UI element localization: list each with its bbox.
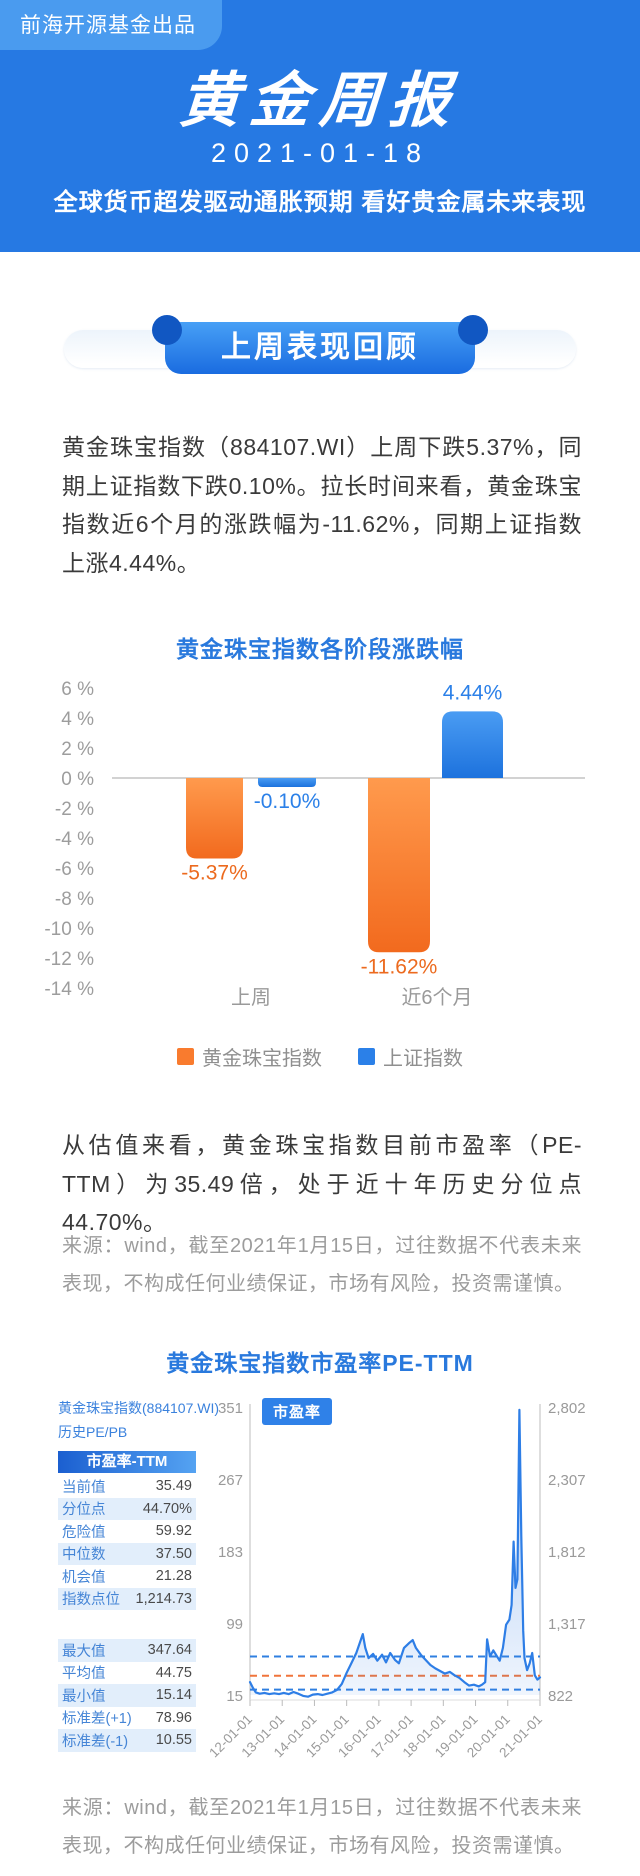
svg-text:-12 %: -12 % [44, 949, 94, 970]
pe-row-label: 分位点 [62, 1502, 106, 1519]
bar-chart-legend: 黄金珠宝指数 上证指数 [0, 1042, 640, 1071]
pe-row-value: 10.55 [155, 1732, 192, 1749]
pe-table-gap [58, 1610, 196, 1639]
bar-chart-svg: 6 % 4 % 2 % 0 % -2 % -4 % -6 % -8 % -10 % -12 % -1… [44, 679, 585, 1009]
pe-row-value: 78.96 [155, 1709, 192, 1726]
report-date: 2021-01-18 [210, 138, 430, 168]
pe-table-row: 指数点位 1,214.73 [58, 1587, 196, 1610]
legend-swatch-shanghai-index [358, 1048, 375, 1065]
svg-text:6 %: 6 % [61, 679, 94, 700]
report-title: 黄金周报 [177, 67, 462, 134]
source-note-pe: 来源：wind，截至2021年1月15日，过往数据不代表未来表现，不构成任何业绩… [62, 1797, 582, 1857]
pe-table-row: 当前值 35.49 [58, 1475, 196, 1498]
pe-table-row: 机会值 21.28 [58, 1565, 196, 1588]
pe-row-label: 标准差(+1) [62, 1711, 132, 1728]
pe-row-value: 347.64 [147, 1642, 192, 1659]
pe-row-value: 44.75 [155, 1664, 192, 1681]
pe-table-row: 中位数 37.50 [58, 1542, 196, 1565]
svg-text:99: 99 [226, 1616, 243, 1633]
publisher-badge: 前海开源基金出品 [0, 0, 222, 50]
svg-text:4 %: 4 % [61, 709, 94, 730]
svg-text:1,812: 1,812 [548, 1544, 586, 1561]
report-header: 前海开源基金出品 黄金周报 2021-01-18 全球货币超发驱动通胀预期 看好… [0, 0, 640, 252]
legend-item-gold-index: 黄金珠宝指数 [177, 1042, 322, 1071]
svg-text:近6个月: 近6个月 [401, 986, 472, 1009]
legend-label-shanghai-index: 上证指数 [383, 1048, 463, 1070]
pe-index-name: 黄金珠宝指数(884107.WI) 历史PE/PB [58, 1396, 228, 1444]
pe-row-label: 最小值 [62, 1688, 106, 1705]
svg-text:-5.37%: -5.37% [181, 862, 248, 885]
pe-table-row: 标准差(+1) 78.96 [58, 1707, 196, 1730]
pe-row-label: 最大值 [62, 1643, 106, 1660]
pe-row-label: 中位数 [62, 1547, 106, 1564]
svg-text:-14 %: -14 % [44, 979, 94, 1000]
pe-row-label: 标准差(-1) [62, 1733, 129, 1750]
svg-text:267: 267 [218, 1472, 243, 1489]
svg-text:-8 %: -8 % [55, 889, 94, 910]
pe-row-value: 37.50 [155, 1545, 192, 1562]
pe-table-row: 平均值 44.75 [58, 1662, 196, 1685]
valuation-paragraph: 从估值来看，黄金珠宝指数目前市盈率（PE-TTM）为35.49倍，处于近十年历史… [62, 1132, 582, 1235]
bar-chart-title: 黄金珠宝指数各阶段涨跌幅 [176, 636, 464, 662]
svg-text:4.44%: 4.44% [443, 681, 503, 704]
pe-row-label: 指数点位 [62, 1592, 120, 1609]
legend-label-gold-index: 黄金珠宝指数 [202, 1048, 322, 1070]
section-ribbon-review: 上周表现回顾 [152, 315, 488, 374]
legend-swatch-gold-index [177, 1048, 194, 1065]
svg-text:2,802: 2,802 [548, 1400, 586, 1417]
svg-text:-2 %: -2 % [55, 799, 94, 820]
pe-table-row: 标准差(-1) 10.55 [58, 1729, 196, 1752]
svg-text:351: 351 [218, 1400, 243, 1417]
svg-text:2,307: 2,307 [548, 1472, 586, 1489]
pe-row-value: 35.49 [155, 1478, 192, 1495]
svg-text:15: 15 [226, 1688, 243, 1705]
pe-index-code: 黄金珠宝指数(884107.WI) [58, 1400, 220, 1416]
pe-series-badge: 市盈率 [262, 1398, 333, 1425]
svg-text:-10 %: -10 % [44, 919, 94, 940]
legend-item-shanghai-index: 上证指数 [358, 1042, 463, 1071]
report-subtitle: 全球货币超发驱动通胀预期 看好贵金属未来表现 [53, 189, 587, 216]
svg-text:183: 183 [218, 1544, 243, 1561]
svg-text:-11.62%: -11.62% [361, 955, 438, 978]
svg-text:822: 822 [548, 1688, 573, 1705]
pe-chart-title: 黄金珠宝指数市盈率PE-TTM [166, 1350, 474, 1376]
pe-table-row: 最小值 15.14 [58, 1684, 196, 1707]
svg-text:0 %: 0 % [61, 769, 94, 790]
svg-text:1,317: 1,317 [548, 1616, 586, 1633]
pe-chart-block: 351 2,802 267 2,307 183 1,812 99 1,317 15 822 12-0… [0, 1390, 640, 1780]
pe-row-value: 15.14 [155, 1687, 192, 1704]
pe-table-row: 危险值 59.92 [58, 1520, 196, 1543]
svg-text:-6 %: -6 % [55, 859, 94, 880]
svg-text:-4 %: -4 % [55, 829, 94, 850]
pe-row-label: 当前值 [62, 1479, 106, 1496]
pe-row-label: 平均值 [62, 1666, 106, 1683]
pe-index-subtitle: 历史PE/PB [58, 1424, 128, 1440]
pe-row-value: 1,214.73 [135, 1590, 192, 1607]
section-ribbon-label: 上周表现回顾 [221, 331, 419, 364]
svg-text:2 %: 2 % [61, 739, 94, 760]
svg-text:-0.10%: -0.10% [254, 790, 321, 813]
svg-text:上周: 上周 [231, 986, 271, 1009]
source-note-valuation: 来源：wind，截至2021年1月15日，过往数据不代表未来表现，不构成任何业绩… [62, 1235, 582, 1295]
pe-table-row: 分位点 44.70% [58, 1497, 196, 1520]
pe-table-header: 市盈率-TTM [58, 1451, 196, 1473]
pe-row-label: 危险值 [62, 1524, 106, 1541]
review-paragraph: 黄金珠宝指数（884107.WI）上周下跌5.37%，同期上证指数下跌0.10%… [62, 434, 582, 576]
pe-row-label: 机会值 [62, 1569, 106, 1586]
pe-row-value: 44.70% [142, 1500, 192, 1517]
pe-row-value: 59.92 [155, 1523, 192, 1540]
pe-table-row: 最大值 347.64 [58, 1639, 196, 1662]
pe-stats-table: 当前值 35.49 分位点 44.70% 危险值 59.92 中位数 37.50 机会值 21.2… [58, 1475, 196, 1752]
pe-row-value: 21.28 [155, 1568, 192, 1585]
